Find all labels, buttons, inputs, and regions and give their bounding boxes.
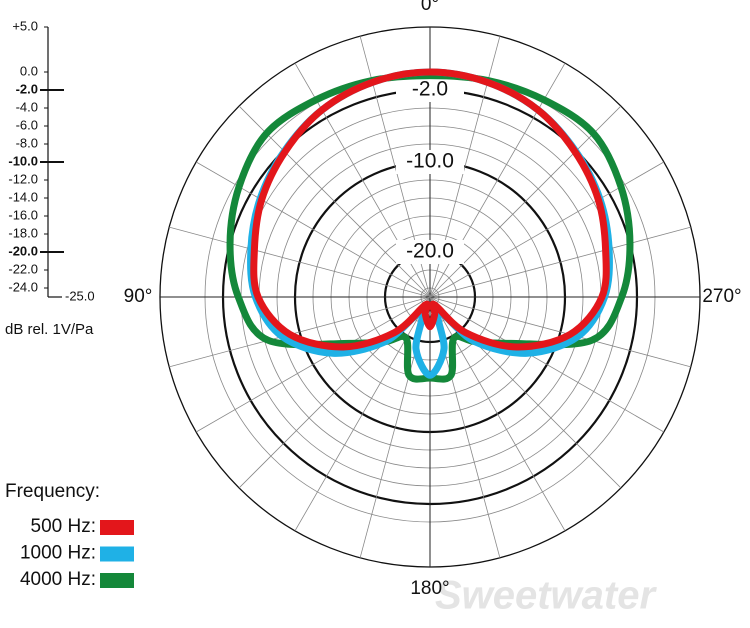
r-tick-label: -4.0 [16, 99, 38, 114]
r-tick-label: -12.0 [8, 171, 38, 186]
legend-swatch [100, 546, 134, 562]
r-tick-label: -6.0 [16, 117, 38, 132]
spoke [429, 296, 665, 433]
spoke [169, 226, 431, 298]
r-tick-label: -10.0 [8, 153, 38, 168]
spoke [429, 226, 691, 298]
spoke [429, 105, 622, 298]
legend-label: 4000 Hz: [20, 569, 96, 590]
ring-label-bg [396, 150, 464, 174]
r-tick-label: -25.0 [65, 288, 95, 303]
angle-label: 180° [410, 578, 449, 599]
legend-title: Frequency: [5, 481, 100, 502]
ring-label-bg [396, 78, 464, 102]
angle-label: 270° [702, 286, 741, 307]
spoke [238, 105, 431, 298]
spoke [169, 296, 431, 368]
ring-label: -20.0 [406, 240, 454, 263]
watermark: Sweetwater [435, 574, 658, 618]
ring-label-bg [396, 240, 464, 264]
legend-swatch [100, 573, 134, 588]
r-tick-label: -14.0 [8, 189, 38, 204]
r-tick-label: 0.0 [20, 63, 38, 78]
legend-label: 1000 Hz: [20, 543, 96, 564]
angle-label: 0° [421, 0, 439, 15]
spoke [195, 161, 431, 298]
spoke [429, 296, 691, 368]
r-tick-label: -20.0 [8, 243, 38, 258]
spoke [429, 296, 566, 532]
radial-axis-label: dB rel. 1V/Pa [5, 321, 94, 338]
spoke [294, 296, 431, 532]
r-tick-label: -22.0 [8, 261, 38, 276]
legend-swatch [100, 520, 134, 535]
r-tick-label: -18.0 [8, 225, 38, 240]
angle-label: 90° [124, 286, 153, 307]
r-tick-label: -24.0 [8, 279, 38, 294]
spoke [195, 296, 431, 433]
r-tick-label: -16.0 [8, 207, 38, 222]
legend-label: 500 Hz: [31, 516, 96, 537]
ring-label: -2.0 [412, 78, 448, 101]
spoke [429, 161, 665, 298]
polar-line [250, 68, 610, 351]
ring-label: -10.0 [406, 150, 454, 173]
r-tick-label: +5.0 [12, 18, 38, 33]
r-tick-label: -8.0 [16, 135, 38, 150]
r-tick-label: -2.0 [16, 81, 38, 96]
